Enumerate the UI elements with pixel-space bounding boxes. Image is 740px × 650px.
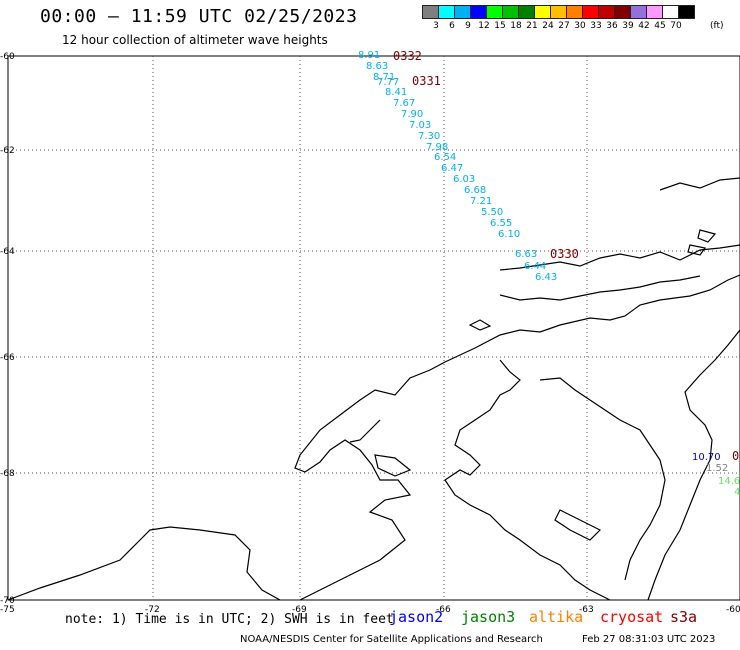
wave-height-label: 7.90 bbox=[401, 109, 423, 120]
color-scale-label: 45 bbox=[654, 21, 666, 31]
latitude-label: -68 bbox=[0, 469, 15, 479]
legend-item-jason3: jason3 bbox=[461, 608, 516, 626]
coastline bbox=[539, 377, 666, 581]
longitude-label: -60 bbox=[726, 605, 740, 615]
coastline bbox=[7, 526, 281, 601]
color-scale-label: 30 bbox=[574, 21, 586, 31]
latitude-label: -62 bbox=[0, 146, 15, 156]
wave-height-label: 8.41 bbox=[385, 87, 407, 98]
color-scale-label: 24 bbox=[542, 21, 554, 31]
latitude-label: -66 bbox=[0, 353, 15, 363]
color-scale-label: 12 bbox=[478, 21, 490, 31]
coastline bbox=[554, 509, 602, 541]
color-scale-label: 18 bbox=[510, 21, 522, 31]
wave-height-label: 7.30 bbox=[418, 131, 440, 142]
longitude-label: -63 bbox=[579, 605, 594, 615]
color-scale-label: 3 bbox=[433, 21, 439, 31]
coastline bbox=[687, 244, 707, 256]
coastline bbox=[374, 454, 412, 477]
wave-height-label: 7.77 bbox=[377, 77, 399, 88]
color-scale-label: 42 bbox=[638, 21, 650, 31]
coastline bbox=[499, 275, 701, 301]
color-scale-unit: (ft) bbox=[710, 21, 724, 31]
latitude-label: -64 bbox=[0, 247, 15, 257]
wave-height-label: 6.54 bbox=[434, 152, 456, 163]
color-scale-label: 33 bbox=[590, 21, 602, 31]
wave-height-label: 7.98 bbox=[426, 142, 448, 153]
color-scale-label: 39 bbox=[622, 21, 634, 31]
wave-height-label: 6.10 bbox=[498, 229, 520, 240]
coastline bbox=[499, 244, 740, 271]
pass-time-label: 0331 bbox=[412, 74, 441, 88]
coastline bbox=[468, 319, 492, 331]
coastline bbox=[647, 329, 740, 601]
legend-item-s3a: s3a bbox=[670, 608, 698, 626]
color-scale-label: 27 bbox=[558, 21, 570, 31]
wave-height-label: 14.6 bbox=[718, 476, 740, 487]
wave-height-label: 7.67 bbox=[393, 98, 415, 109]
longitude-label: -69 bbox=[292, 605, 307, 615]
coastline bbox=[294, 274, 740, 601]
wave-height-label: 6.44 bbox=[524, 261, 546, 272]
pass-time-label: 0332 bbox=[393, 49, 422, 63]
wave-height-label: 6.68 bbox=[464, 185, 486, 196]
wave-height-label: 8.91 bbox=[358, 50, 380, 61]
pass-time-label: 0330 bbox=[550, 247, 579, 261]
color-scale-label: 36 bbox=[606, 21, 618, 31]
coastline bbox=[697, 229, 717, 243]
wave-height-label: 5.50 bbox=[481, 207, 503, 218]
longitude-label: -66 bbox=[436, 605, 451, 615]
color-scale-cell bbox=[678, 5, 695, 19]
wave-height-label: 4 bbox=[734, 487, 740, 498]
legend-item-jason2: jason2 bbox=[389, 608, 444, 626]
generation-timestamp: Feb 27 08:31:03 UTC 2023 bbox=[582, 634, 716, 645]
wave-height-label: 10.70 bbox=[692, 452, 721, 463]
wave-height-label: 7.03 bbox=[409, 120, 431, 131]
color-scale-label: 21 bbox=[526, 21, 538, 31]
legend-item-cryosat: cryosat bbox=[600, 608, 664, 626]
coastline bbox=[659, 177, 740, 191]
pass-time-label: 0 bbox=[732, 449, 739, 463]
page-subtitle: 12 hour collection of altimeter wave hei… bbox=[62, 33, 328, 47]
page-title: 00:00 – 11:59 UTC 02/25/2023 bbox=[40, 6, 358, 27]
legend-item-altika: altika bbox=[529, 608, 584, 626]
wave-height-label: 8.71 bbox=[373, 72, 395, 83]
wave-height-label: 7.21 bbox=[470, 196, 492, 207]
color-scale-label: 70 bbox=[670, 21, 682, 31]
color-scale-bar bbox=[422, 5, 695, 19]
wave-height-label: 6.63 bbox=[515, 249, 537, 260]
color-scale-label: 15 bbox=[494, 21, 506, 31]
wave-height-label: 6.03 bbox=[453, 174, 475, 185]
color-scale-labels: 3 6 9 12 15 18 21 24 27 30 33 36 39 42 45 70 bbox=[428, 21, 684, 31]
wave-height-label: 8.63 bbox=[366, 61, 388, 72]
color-scale-label: 9 bbox=[465, 21, 471, 31]
latitude-label: -70 bbox=[0, 596, 15, 606]
map-frame bbox=[7, 55, 740, 601]
wave-height-label: 1.52 bbox=[706, 463, 728, 474]
coastline bbox=[349, 419, 381, 443]
latitude-label: -60 bbox=[0, 52, 15, 62]
color-scale-label: 6 bbox=[449, 21, 455, 31]
footer-note: note: 1) Time is in UTC; 2) SWH is in fe… bbox=[65, 612, 394, 627]
longitude-label: -75 bbox=[0, 605, 15, 615]
credit-text: NOAA/NESDIS Center for Satellite Applica… bbox=[240, 634, 543, 645]
wave-height-label: 6.47 bbox=[441, 163, 463, 174]
longitude-label: -72 bbox=[145, 605, 160, 615]
coastline bbox=[444, 359, 611, 601]
wave-height-label: 6.55 bbox=[490, 218, 512, 229]
wave-height-label: 6.43 bbox=[535, 272, 557, 283]
